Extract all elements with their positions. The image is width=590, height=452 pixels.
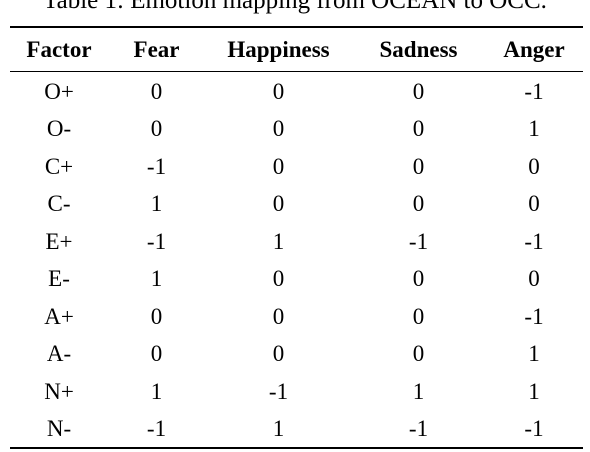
table-row: N+ 1 -1 1 1: [10, 373, 583, 411]
fear-cell: -1: [146, 153, 167, 179]
fear-cell: -1: [146, 228, 167, 254]
sadness-cell: 0: [412, 191, 425, 217]
fear-cell: 0: [150, 116, 163, 142]
happiness-cell: -1: [268, 378, 289, 404]
header-fear: Fear: [133, 36, 180, 62]
sadness-cell: 0: [412, 303, 425, 329]
happiness-cell: 0: [272, 78, 285, 104]
happiness-cell: 1: [272, 228, 285, 254]
sadness-cell: -1: [408, 416, 429, 442]
happiness-cell: 0: [272, 303, 285, 329]
sadness-cell: 1: [412, 378, 425, 404]
happiness-cell: 0: [272, 153, 285, 179]
header-sadness: Sadness: [379, 36, 458, 62]
anger-cell: -1: [524, 416, 544, 442]
table-row: E+ -1 1 -1 -1: [10, 223, 583, 261]
happiness-cell: 0: [272, 116, 285, 142]
table-row: O- 0 0 0 1: [10, 111, 583, 149]
emotion-mapping-table: Factor Fear Happiness Sadness Anger O+ 0…: [10, 28, 583, 448]
factor-cell: A-: [46, 341, 72, 367]
table-header-rule: [10, 71, 583, 72]
happiness-cell: 0: [272, 191, 285, 217]
anger-cell: -1: [524, 78, 544, 104]
happiness-cell: 1: [272, 416, 285, 442]
anger-cell: 0: [528, 191, 540, 217]
sadness-cell: 0: [412, 266, 425, 292]
anger-cell: -1: [524, 228, 544, 254]
anger-cell: 1: [528, 116, 540, 142]
factor-cell: A+: [44, 303, 74, 329]
table-row: A- 0 0 0 1: [10, 336, 583, 374]
header-anger: Anger: [503, 36, 565, 62]
anger-cell: 1: [528, 341, 540, 367]
sadness-cell: 0: [412, 153, 425, 179]
table-caption: Table 1: Emotion mapping from OCEAN to O…: [43, 0, 547, 14]
header-factor: Factor: [26, 36, 92, 62]
sadness-cell: 0: [412, 116, 425, 142]
factor-cell: C-: [47, 191, 71, 217]
fear-cell: 1: [150, 266, 163, 292]
sadness-cell: -1: [408, 228, 429, 254]
happiness-cell: 0: [272, 341, 285, 367]
fear-cell: 0: [150, 341, 163, 367]
factor-cell: E-: [48, 266, 70, 292]
factor-cell: O-: [46, 116, 72, 142]
table-row: A+ 0 0 0 -1: [10, 298, 583, 336]
table-row: O+ 0 0 0 -1: [10, 71, 583, 111]
anger-cell: 0: [528, 266, 540, 292]
table-bottom-rule: [10, 447, 583, 449]
table-header-row: Factor Fear Happiness Sadness Anger: [10, 28, 583, 71]
header-happiness: Happiness: [227, 36, 330, 62]
happiness-cell: 0: [272, 266, 285, 292]
fear-cell: 0: [150, 78, 163, 104]
fear-cell: -1: [146, 416, 167, 442]
fear-cell: 1: [150, 378, 163, 404]
sadness-cell: 0: [412, 78, 425, 104]
factor-cell: C+: [44, 153, 74, 179]
factor-cell: E+: [45, 228, 73, 254]
anger-cell: -1: [524, 303, 544, 329]
table-top-rule: [10, 26, 583, 28]
sadness-cell: 0: [412, 341, 425, 367]
anger-cell: 0: [528, 153, 540, 179]
table-row: E- 1 0 0 0: [10, 261, 583, 299]
table-row: C- 1 0 0 0: [10, 186, 583, 224]
factor-cell: N+: [44, 378, 74, 404]
factor-cell: O+: [44, 78, 74, 104]
table-row: N- -1 1 -1 -1: [10, 411, 583, 449]
table-row: C+ -1 0 0 0: [10, 148, 583, 186]
fear-cell: 1: [150, 191, 163, 217]
factor-cell: N-: [46, 416, 72, 442]
fear-cell: 0: [150, 303, 163, 329]
anger-cell: 1: [528, 378, 540, 404]
